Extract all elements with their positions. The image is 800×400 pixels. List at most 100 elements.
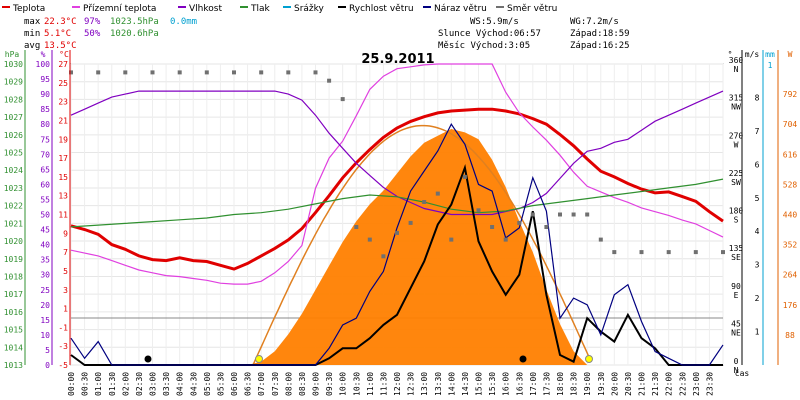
stat-max-temp: 22.3°C — [44, 17, 77, 27]
x-tick-label: 00:00 — [67, 372, 76, 396]
x-tick-label: 08:00 — [284, 372, 293, 396]
direction-unit: ° — [728, 50, 733, 59]
wind-direction-point — [422, 200, 427, 204]
pressure-tick-label: 1024 — [4, 166, 23, 175]
wind-direction-point — [558, 212, 562, 217]
legend-label: Rychlost větru — [349, 4, 414, 14]
wind-direction-point — [150, 70, 155, 75]
stat-max-press: 1023.5hPa — [110, 17, 159, 27]
direction-tick-label: 180 — [729, 207, 744, 216]
sun-moon-block: WS:5.9m/s WG:7.2m/s Slunce Východ:06:57 … — [438, 17, 630, 51]
pressure-tick-label: 1018 — [4, 272, 23, 281]
wind-direction-point — [571, 212, 576, 217]
wind-direction-point — [544, 225, 549, 229]
x-tick-label: 21:30 — [651, 372, 660, 396]
humidity-tick-label: 40 — [40, 241, 50, 250]
axis-units: hPa % °C ° m/s mm W 1 čas — [5, 50, 793, 378]
x-tick-label: 00:30 — [81, 372, 90, 396]
x-tick-label: 14:00 — [447, 372, 456, 396]
wind-direction-point — [259, 70, 264, 75]
legend-label: Směr větru — [507, 4, 557, 14]
direction-tick-label: 90 — [731, 282, 741, 291]
wind-speed-tick-label: 8 — [755, 93, 760, 102]
humidity-tick-label: 35 — [40, 256, 50, 265]
wind-direction-point — [354, 225, 359, 229]
wind-direction-point — [286, 70, 291, 75]
wind-direction-point — [232, 70, 236, 75]
wind-direction-point — [693, 250, 698, 255]
x-tick-label: 16:30 — [515, 372, 524, 396]
legend-label: Srážky — [294, 4, 325, 14]
x-tick-label: 01:30 — [108, 372, 117, 396]
wind-direction-point — [395, 230, 399, 235]
wind-direction-point — [204, 70, 209, 75]
x-tick-label: 05:30 — [216, 372, 225, 396]
temperature-tick-label: 3 — [63, 286, 68, 295]
temperature-tick-label: 13 — [58, 192, 68, 201]
direction-tick-label: 0 — [734, 357, 739, 366]
sun-set-marker — [585, 355, 593, 363]
legend-label: Přízemní teplota — [83, 4, 156, 14]
wind-speed-tick-label: 1 — [755, 328, 760, 337]
humidity-tick-label: 95 — [40, 75, 50, 84]
x-tick-label: 07:30 — [271, 372, 280, 396]
pressure-tick-label: 1022 — [4, 202, 23, 211]
legend-item-naraz-vetru: Náraz větru — [423, 4, 487, 14]
legend-label: Teplota — [12, 4, 45, 14]
x-tick-label: 02:30 — [135, 372, 144, 396]
humidity-tick-label: 60 — [40, 180, 50, 189]
x-tick-label: 13:00 — [420, 372, 429, 396]
wind-direction-point — [666, 250, 671, 255]
wind-direction-point — [517, 220, 522, 225]
pressure-tick-label: 1017 — [4, 290, 23, 299]
x-tick-label: 07:00 — [257, 372, 266, 396]
pressure-tick-label: 1028 — [4, 95, 23, 104]
direction-tick-label: 225 — [729, 169, 744, 178]
wind-direction-point — [612, 250, 617, 255]
x-tick-label: 11:30 — [379, 372, 388, 396]
stats-block: max 22.3°C 97% 1023.5hPa 0.0mm min 5.1°C… — [24, 17, 197, 51]
x-axis-unit: čas — [735, 368, 750, 378]
solar-tick-label: 264 — [783, 271, 798, 280]
humidity-tick-label: 90 — [40, 90, 50, 99]
humidity-tick-label: 85 — [40, 105, 50, 114]
x-tick-label: 22:30 — [678, 372, 687, 396]
direction-compass-label: E — [734, 291, 739, 300]
stat-min-label: min — [24, 29, 40, 39]
pressure-tick-label: 1026 — [4, 131, 23, 140]
solar-tick-label: 352 — [783, 241, 798, 250]
pressure-tick-label: 1020 — [4, 237, 23, 246]
x-tick-label: 18:30 — [570, 372, 579, 396]
chart-title: 25.9.2011 — [361, 52, 434, 67]
wind-speed-tick-label: 4 — [755, 227, 760, 236]
wind-direction-point — [408, 220, 413, 225]
x-tick-label: 01:00 — [94, 372, 103, 396]
humidity-tick-label: 0 — [45, 361, 50, 370]
pressure-tick-label: 1021 — [4, 219, 23, 228]
temperature-tick-label: 5 — [63, 267, 68, 276]
humidity-tick-label: 20 — [40, 301, 50, 310]
legend-item-smer-vetru: Směr větru — [496, 4, 557, 14]
x-tick-label: 20:00 — [610, 372, 619, 396]
humidity-tick-label: 100 — [36, 60, 51, 69]
temperature-tick-label: 19 — [58, 135, 68, 144]
pressure-tick-label: 1029 — [4, 78, 23, 87]
direction-tick-label: 45 — [731, 319, 741, 328]
wind-direction-point — [367, 237, 372, 242]
humidity-tick-label: 10 — [40, 331, 50, 340]
temperature-tick-label: 21 — [58, 116, 68, 125]
x-tick-label: 23:30 — [705, 372, 714, 396]
x-tick-label: 19:00 — [583, 372, 592, 396]
humidity-tick-label: 15 — [40, 316, 50, 325]
wind-direction-point — [598, 237, 603, 242]
series-line-teplota — [70, 107, 724, 271]
temperature-tick-label: -5 — [58, 361, 68, 370]
wind-speed-tick-label: 7 — [755, 127, 760, 136]
x-tick-label: 12:30 — [407, 372, 416, 396]
pressure-tick-label: 1023 — [4, 184, 23, 193]
pressure-tick-label: 1025 — [4, 149, 23, 158]
x-tick-label: 14:30 — [461, 372, 470, 396]
legend-label: Vlhkost — [189, 4, 222, 14]
series — [69, 63, 725, 366]
direction-compass-label: SE — [731, 253, 741, 262]
